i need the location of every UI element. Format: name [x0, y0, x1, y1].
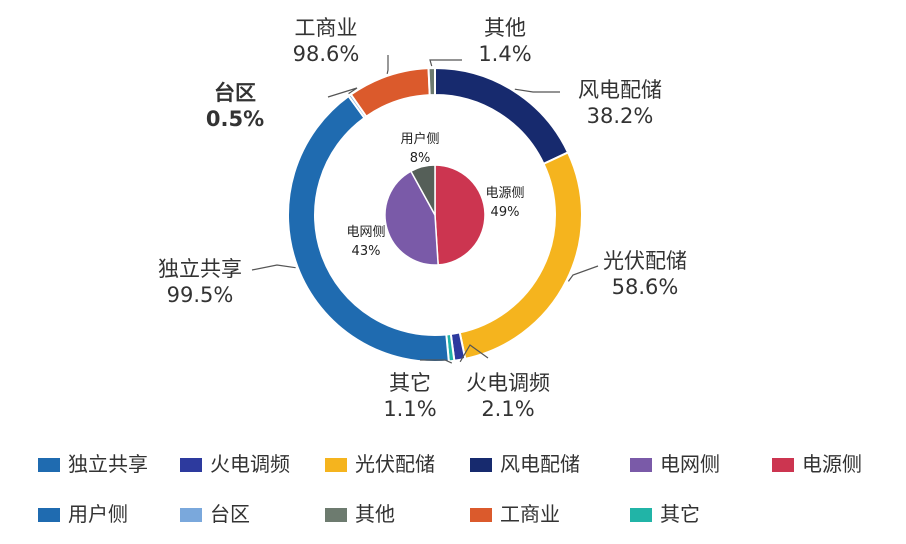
inner-slice-2: [409, 164, 436, 216]
ring-label-value: 38.2%: [587, 104, 654, 128]
leader-line-7: [429, 59, 462, 67]
leader-line-6: [386, 55, 389, 75]
outer-labels: 风电配储 38.2% 光伏配储 58.6% 火电调频 2.1% 其它 1.1% 独立共享 99.5…: [158, 16, 687, 421]
leader-line-3: [420, 359, 453, 364]
ring-label-4: 独立共享 99.5%: [158, 257, 242, 307]
legend-label: 台区: [210, 502, 250, 526]
inner-slice-1: [384, 170, 439, 266]
ring-slice-7: [427, 66, 436, 97]
ring-label-value: 1.4%: [478, 42, 531, 66]
legend-label: 电网侧: [660, 452, 720, 476]
legend-item-0: 独立共享: [38, 452, 148, 476]
legend-label: 独立共享: [68, 452, 148, 476]
inner-label-value: 49%: [491, 205, 520, 220]
legend-item-10: 其它: [630, 502, 700, 526]
ring-label-7: 其他 1.4%: [478, 16, 531, 66]
ring-label-name: 工商业: [295, 16, 358, 40]
ring-label-name: 其它: [389, 371, 431, 395]
ring-label-value: 1.1%: [383, 397, 436, 421]
ring-label-3: 其它 1.1%: [383, 371, 436, 421]
legend-swatch: [38, 508, 60, 522]
inner-label-name: 用户侧: [400, 131, 439, 147]
legend-item-4: 电网侧: [630, 452, 720, 476]
ring-label-2: 火电调频 2.1%: [466, 371, 550, 421]
legend-swatch: [180, 508, 202, 522]
legend-item-6: 用户侧: [38, 502, 128, 526]
ring-label-value: 99.5%: [167, 283, 234, 307]
inner-slice-0: [434, 164, 486, 266]
ring-slice-6: [349, 67, 431, 118]
legend-swatch: [325, 458, 347, 472]
legend-item-9: 工商业: [470, 502, 560, 526]
legend-swatch: [38, 458, 60, 472]
legend-item-1: 火电调频: [180, 452, 290, 476]
ring-label-name: 其他: [484, 16, 526, 40]
inner-label-value: 8%: [410, 151, 431, 166]
ring-label-value: 0.5%: [206, 107, 264, 131]
legend-item-2: 光伏配储: [325, 452, 435, 476]
legend-swatch: [470, 508, 492, 522]
ring-label-value: 98.6%: [293, 42, 360, 66]
legend-swatch: [630, 508, 652, 522]
ring-label-value: 2.1%: [481, 397, 534, 421]
legend-label: 其他: [355, 502, 395, 526]
ring-label-6: 工商业 98.6%: [293, 16, 360, 66]
legend-swatch: [772, 458, 794, 472]
outer-ring: [287, 66, 583, 363]
inner-label-2: 用户侧 8%: [400, 131, 439, 166]
legend-swatch: [325, 508, 347, 522]
legend-item-7: 台区: [180, 502, 250, 526]
ring-label-name: 风电配储: [578, 78, 662, 102]
ring-label-name: 光伏配储: [603, 249, 687, 273]
legend-label: 光伏配储: [355, 452, 435, 476]
legend-label: 电源侧: [802, 452, 862, 476]
leader-line-5: [327, 87, 358, 98]
legend-swatch: [470, 458, 492, 472]
ring-label-1: 光伏配储 58.6%: [603, 249, 687, 299]
legend-item-5: 电源侧: [772, 452, 862, 476]
legend-item-3: 风电配储: [470, 452, 580, 476]
ring-slice-0: [434, 66, 570, 166]
ring-label-5: 台区 0.5%: [206, 81, 264, 131]
legend-swatch: [630, 458, 652, 472]
inner-label-1: 电网侧 43%: [346, 225, 385, 259]
ring-slice-1: [458, 151, 583, 361]
leader-line-0: [514, 88, 560, 93]
legend-item-8: 其他: [325, 502, 395, 526]
inner-label-name: 电源侧: [485, 186, 524, 201]
inner-pie: [384, 164, 486, 266]
inner-labels: 电源侧 49% 电网侧 43% 用户侧 8%: [346, 131, 524, 259]
ring-label-name: 独立共享: [158, 257, 242, 281]
inner-label-0: 电源侧 49%: [485, 186, 524, 220]
leader-line-1: [567, 265, 599, 282]
inner-label-name: 电网侧: [346, 225, 385, 240]
legend-label: 工商业: [500, 502, 560, 526]
inner-label-value: 43%: [352, 244, 381, 259]
ring-label-name: 台区: [214, 81, 256, 105]
ring-label-value: 58.6%: [612, 275, 679, 299]
legend-label: 用户侧: [68, 502, 128, 526]
leader-line-4: [251, 264, 296, 271]
legend-label: 其它: [660, 502, 700, 526]
leader-lines: [251, 55, 599, 364]
ring-label-0: 风电配储 38.2%: [578, 78, 662, 128]
legend-label: 风电配储: [500, 452, 580, 476]
legend-swatch: [180, 458, 202, 472]
leader-line-2: [459, 344, 489, 363]
legend-label: 火电调频: [210, 452, 290, 476]
ring-label-name: 火电调频: [466, 371, 550, 395]
